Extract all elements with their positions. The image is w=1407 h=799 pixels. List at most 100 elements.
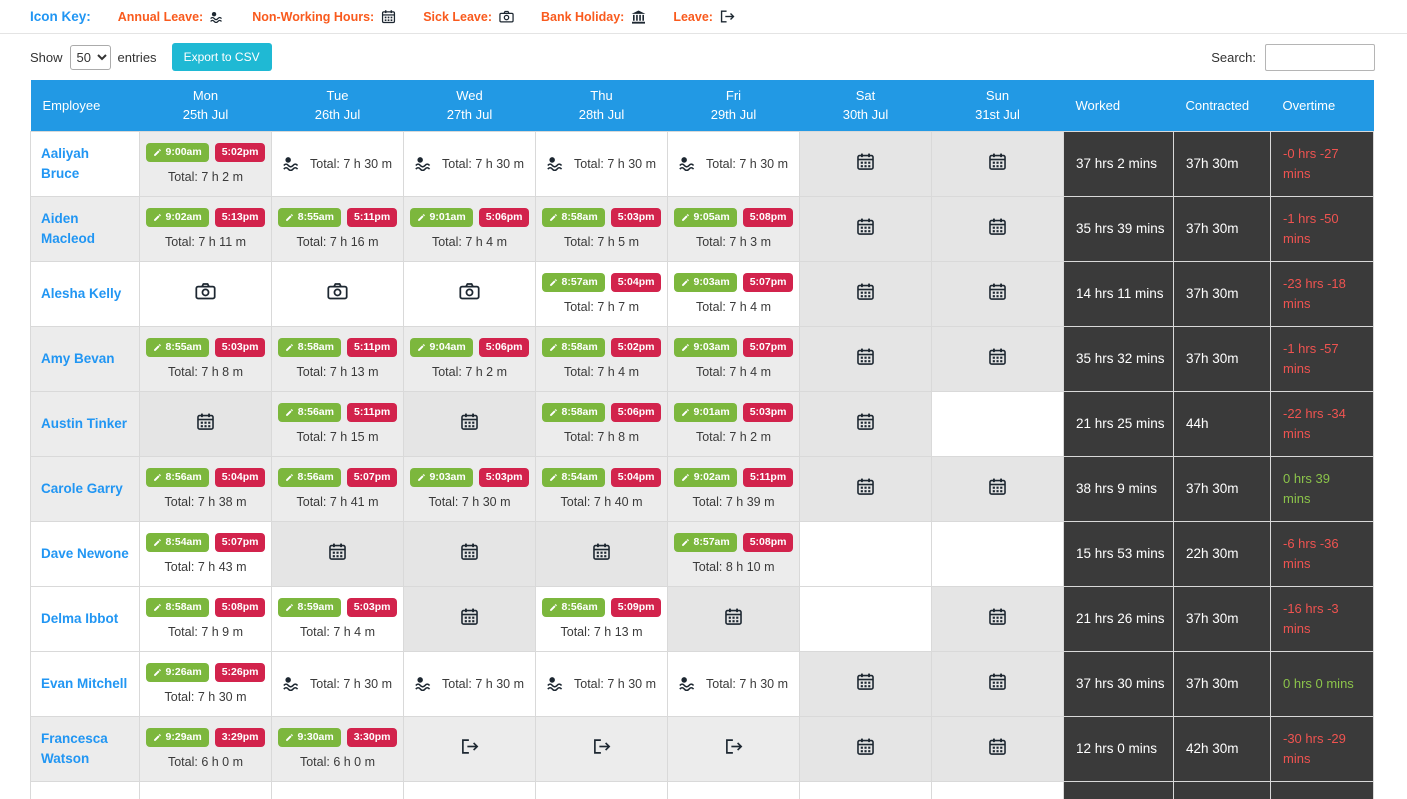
col-header-day[interactable]: Mon 25th Jul: [139, 80, 272, 131]
employee-link[interactable]: Carole Garry: [41, 480, 123, 496]
clock-in-badge[interactable]: 8:56am: [277, 468, 341, 487]
day-cell[interactable]: 8:58am 5:02pm Total: 7 h 4 m: [535, 325, 668, 392]
day-cell[interactable]: 8:58am 5:11pm Total: 7 h 13 m: [271, 325, 404, 392]
clock-in-badge[interactable]: 9:04am: [409, 338, 473, 357]
clock-in-badge[interactable]: 8:54am: [541, 468, 605, 487]
clock-out-badge[interactable]: 5:07pm: [742, 338, 794, 357]
day-cell[interactable]: [931, 650, 1064, 717]
day-cell[interactable]: [403, 260, 536, 327]
clock-in-badge[interactable]: 9:03am: [409, 468, 473, 487]
employee-link[interactable]: Aaliyah Bruce: [41, 145, 90, 181]
day-cell[interactable]: [535, 715, 668, 782]
day-cell[interactable]: 9:02am 5:11pm Total: 7 h 39 m: [667, 455, 800, 522]
clock-out-badge[interactable]: 5:08pm: [742, 208, 794, 227]
day-cell[interactable]: 9:00am 5:02pm Total: 7 h 2 m: [139, 130, 272, 197]
clock-in-badge[interactable]: 9:00am: [145, 143, 209, 162]
clock-out-badge[interactable]: 5:09pm: [610, 598, 662, 617]
entries-select[interactable]: 50: [69, 44, 111, 70]
clock-in-badge[interactable]: 8:58am: [541, 338, 605, 357]
day-cell[interactable]: Total: 7 h 30 m: [271, 650, 404, 717]
col-header-day[interactable]: Tue 26th Jul: [271, 80, 404, 131]
day-cell[interactable]: 8:57am 5:08pm Total: 8 h 10 m: [667, 520, 800, 587]
day-cell[interactable]: 8:59am 5:03pm Total: 7 h 4 m: [271, 585, 404, 652]
col-header-worked[interactable]: Worked: [1063, 80, 1174, 131]
day-cell[interactable]: 8:57am 5:04pm Total: 7 h 7 m: [535, 260, 668, 327]
day-cell[interactable]: [799, 195, 932, 262]
clock-in-badge[interactable]: 8:56am: [145, 468, 209, 487]
clock-in-badge[interactable]: 8:57am: [673, 533, 737, 552]
day-cell[interactable]: 9:05am 5:08pm Total: 7 h 3 m: [667, 195, 800, 262]
employee-link[interactable]: Francesca Watson: [41, 730, 108, 766]
day-cell[interactable]: 8:56am 5:09pm Total: 7 h 13 m: [535, 585, 668, 652]
day-cell[interactable]: Total: 7 h 30 m: [271, 130, 404, 197]
day-cell[interactable]: [931, 715, 1064, 782]
clock-in-badge[interactable]: 9:03am: [673, 273, 737, 292]
clock-in-badge[interactable]: 8:54am: [145, 533, 209, 552]
clock-in-badge[interactable]: 8:59am: [277, 598, 341, 617]
employee-link[interactable]: Alesha Kelly: [41, 285, 122, 301]
clock-out-badge[interactable]: 5:13pm: [214, 208, 266, 227]
clock-out-badge[interactable]: 5:04pm: [610, 273, 662, 292]
day-cell[interactable]: [799, 585, 932, 652]
clock-in-badge[interactable]: 8:56am: [277, 403, 341, 422]
day-cell[interactable]: 9:30am 3:30pm Total: 6 h 0 m: [271, 715, 404, 782]
clock-out-badge[interactable]: 5:07pm: [346, 468, 398, 487]
clock-out-badge[interactable]: 5:07pm: [742, 273, 794, 292]
day-cell[interactable]: [931, 130, 1064, 197]
day-cell[interactable]: Total: 7 h 30 m: [535, 130, 668, 197]
day-cell[interactable]: [271, 520, 404, 587]
employee-link[interactable]: Amy Bevan: [41, 350, 115, 366]
clock-out-badge[interactable]: 5:03pm: [478, 468, 530, 487]
clock-in-badge[interactable]: 9:30am: [277, 728, 341, 747]
employee-link[interactable]: Dave Newone: [41, 545, 129, 561]
employee-link[interactable]: Aiden Macleod: [41, 210, 96, 246]
day-cell[interactable]: 9:29am 3:29pm Total: 6 h 0 m: [139, 715, 272, 782]
col-header-day[interactable]: Thu 28th Jul: [535, 80, 668, 131]
day-cell[interactable]: [403, 520, 536, 587]
clock-in-badge[interactable]: 8:56am: [541, 598, 605, 617]
day-cell[interactable]: 8:56am 5:07pm Total: 7 h 41 m: [271, 455, 404, 522]
day-cell[interactable]: [403, 780, 536, 799]
day-cell[interactable]: [535, 520, 668, 587]
day-cell[interactable]: Total: 7 h 30 m: [667, 130, 800, 197]
day-cell[interactable]: [139, 260, 272, 327]
day-cell[interactable]: 9:01am 5:06pm Total: 7 h 4 m: [403, 195, 536, 262]
clock-in-badge[interactable]: 9:01am: [409, 208, 473, 227]
clock-in-badge[interactable]: 8:55am: [277, 208, 341, 227]
col-header-day[interactable]: Wed 27th Jul: [403, 80, 536, 131]
day-cell[interactable]: [799, 130, 932, 197]
clock-in-badge[interactable]: 9:05am: [673, 208, 737, 227]
day-cell[interactable]: [271, 780, 404, 799]
clock-out-badge[interactable]: 5:04pm: [610, 468, 662, 487]
clock-in-badge[interactable]: 9:02am: [673, 468, 737, 487]
day-cell[interactable]: 8:54am 5:04pm Total: 7 h 40 m: [535, 455, 668, 522]
export-csv-button[interactable]: Export to CSV: [171, 43, 272, 71]
day-cell[interactable]: [667, 715, 800, 782]
day-cell[interactable]: 9:02am 5:13pm Total: 7 h 11 m: [139, 195, 272, 262]
col-header-day[interactable]: Fri 29th Jul: [667, 80, 800, 131]
clock-out-badge[interactable]: 3:29pm: [214, 728, 266, 747]
day-cell[interactable]: [799, 650, 932, 717]
day-cell[interactable]: 8:56am 5:04pm Total: 7 h 38 m: [139, 455, 272, 522]
day-cell[interactable]: 9:03am 5:03pm Total: 7 h 30 m: [403, 455, 536, 522]
col-header-day[interactable]: Sat 30th Jul: [799, 80, 932, 131]
day-cell[interactable]: [931, 455, 1064, 522]
clock-out-badge[interactable]: 5:03pm: [610, 208, 662, 227]
day-cell[interactable]: [799, 390, 932, 457]
employee-link[interactable]: Delma Ibbot: [41, 610, 119, 626]
col-header-contracted[interactable]: Contracted: [1173, 80, 1271, 131]
day-cell[interactable]: 8:55am 5:11pm Total: 7 h 16 m: [271, 195, 404, 262]
clock-out-badge[interactable]: 5:11pm: [347, 338, 398, 357]
clock-out-badge[interactable]: 5:06pm: [478, 338, 530, 357]
col-header-day[interactable]: Sun 31st Jul: [931, 80, 1064, 131]
day-cell[interactable]: 9:03am 5:07pm Total: 7 h 4 m: [667, 260, 800, 327]
day-cell[interactable]: [799, 260, 932, 327]
employee-link[interactable]: Austin Tinker: [41, 415, 128, 431]
clock-in-badge[interactable]: 9:03am: [673, 338, 737, 357]
day-cell[interactable]: [931, 780, 1064, 799]
clock-out-badge[interactable]: 5:06pm: [610, 403, 662, 422]
clock-in-badge[interactable]: 9:26am: [145, 663, 209, 682]
day-cell[interactable]: 8:58am 5:03pm Total: 7 h 5 m: [535, 195, 668, 262]
clock-out-badge[interactable]: 3:30pm: [346, 728, 398, 747]
day-cell[interactable]: [799, 715, 932, 782]
